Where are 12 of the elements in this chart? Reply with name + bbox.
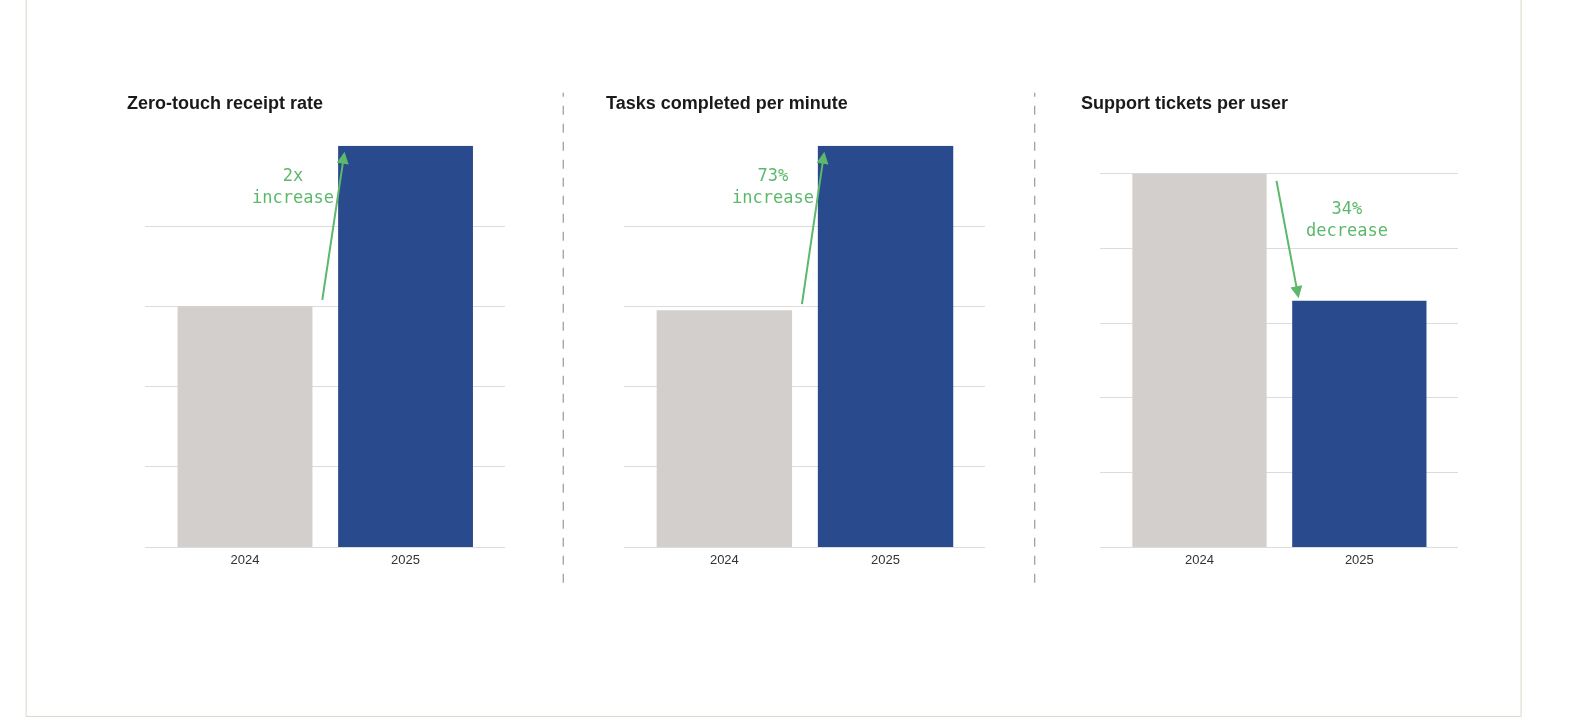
chart-title: Zero-touch receipt rate [127, 93, 324, 113]
chart-title: Support tickets per user [1081, 93, 1289, 113]
chart-title: Tasks completed per minute [606, 93, 848, 113]
x-tick-label: 2025 [871, 551, 901, 567]
annotation: 34% decrease [1306, 198, 1388, 241]
x-tick-label: 2024 [230, 551, 260, 567]
annotation: 2x increase [252, 165, 334, 208]
annotation: 73% increase [732, 165, 814, 208]
x-tick-label: 2025 [391, 551, 420, 567]
x-tick-label: 2025 [1344, 551, 1374, 567]
x-tick-label: 2024 [1185, 551, 1214, 567]
x-tick-label: 2024 [709, 551, 739, 567]
